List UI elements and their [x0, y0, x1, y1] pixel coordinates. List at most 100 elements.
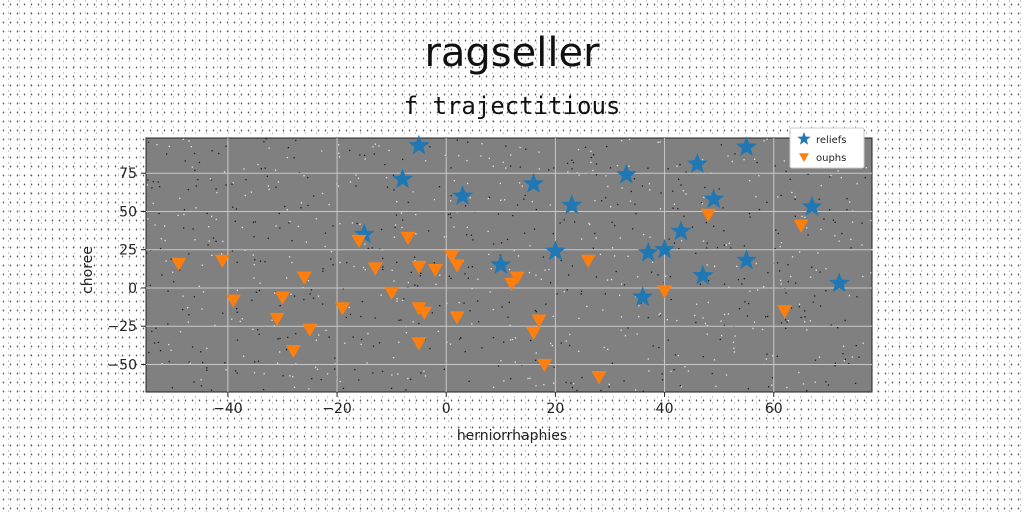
noise-speck [661, 379, 664, 381]
noise-speck [214, 324, 216, 326]
noise-speck [166, 153, 168, 155]
noise-speck [592, 247, 594, 249]
noise-speck [571, 159, 573, 161]
noise-speck [780, 322, 783, 324]
noise-speck [293, 157, 295, 159]
noise-speck [809, 320, 812, 322]
noise-speck [544, 269, 546, 271]
data-point-reliefs [615, 163, 637, 184]
noise-speck [590, 161, 592, 163]
noise-speck [775, 229, 777, 231]
noise-speck [158, 212, 160, 215]
noise-speck [830, 174, 832, 177]
noise-speck [407, 377, 409, 380]
noise-speck [503, 380, 505, 382]
noise-speck [628, 138, 631, 141]
noise-speck [519, 146, 521, 149]
noise-speck [849, 201, 851, 203]
noise-speck [500, 199, 502, 201]
noise-speck [702, 356, 704, 358]
noise-speck [834, 365, 836, 367]
noise-speck [312, 297, 315, 299]
noise-speck [318, 334, 320, 336]
noise-speck [320, 379, 322, 381]
noise-speck [492, 309, 494, 311]
noise-speck [741, 283, 743, 285]
noise-speck [732, 341, 735, 343]
noise-speck [245, 179, 247, 181]
noise-speck [286, 277, 288, 279]
noise-speck [278, 212, 280, 215]
noise-speck [538, 151, 540, 153]
noise-speck [251, 299, 253, 301]
noise-speck [718, 188, 720, 190]
noise-speck [814, 295, 816, 297]
noise-speck [779, 245, 781, 248]
noise-speck [780, 279, 782, 282]
noise-speck [553, 366, 555, 368]
noise-speck [610, 278, 613, 281]
noise-speck [586, 305, 588, 307]
noise-speck [661, 373, 663, 375]
noise-speck [198, 161, 201, 164]
noise-speck [211, 150, 213, 152]
noise-speck [806, 390, 808, 392]
noise-speck [415, 213, 417, 216]
noise-speck [818, 356, 821, 358]
noise-speck [763, 286, 765, 288]
noise-speck [402, 219, 404, 221]
noise-speck [755, 196, 757, 198]
noise-speck [768, 386, 770, 388]
noise-speck [838, 240, 840, 242]
noise-speck [443, 368, 445, 370]
noise-speck [208, 226, 210, 228]
noise-speck [464, 273, 466, 275]
noise-speck [571, 168, 573, 170]
noise-speck [727, 313, 730, 315]
noise-speck [371, 247, 373, 249]
noise-speck [783, 160, 785, 162]
noise-speck [358, 379, 360, 381]
noise-speck [573, 383, 575, 385]
noise-speck [211, 254, 213, 256]
noise-speck [236, 289, 238, 291]
y-axis-label: choree [80, 246, 96, 294]
noise-speck [156, 143, 158, 146]
noise-speck [560, 342, 562, 344]
noise-speck [231, 183, 233, 185]
noise-speck [382, 266, 384, 268]
noise-speck [535, 274, 537, 276]
noise-speck [497, 365, 500, 367]
data-point-ouphs [536, 358, 552, 372]
noise-speck [303, 299, 305, 301]
noise-speck [161, 274, 163, 276]
noise-speck [761, 328, 764, 331]
noise-speck [503, 341, 505, 343]
noise-speck [819, 271, 821, 273]
noise-speck [616, 164, 619, 167]
noise-speck [578, 317, 580, 320]
noise-speck [647, 317, 649, 319]
noise-speck [292, 376, 294, 378]
noise-speck [187, 189, 189, 191]
noise-speck [707, 279, 710, 282]
noise-speck [510, 154, 512, 156]
noise-speck [527, 377, 529, 380]
noise-speck [670, 370, 672, 372]
noise-speck [871, 248, 873, 251]
noise-speck [785, 327, 787, 329]
noise-speck [225, 145, 227, 147]
noise-speck [843, 360, 845, 362]
data-point-ouphs [367, 262, 383, 276]
noise-speck [275, 169, 277, 171]
noise-speck [195, 185, 197, 187]
noise-speck [580, 293, 582, 295]
noise-speck [393, 280, 395, 282]
noise-speck [550, 282, 552, 284]
noise-speck [837, 170, 839, 172]
noise-speck [288, 256, 291, 258]
noise-speck [791, 256, 794, 258]
noise-speck [182, 308, 184, 311]
noise-speck [289, 220, 291, 223]
noise-speck [177, 214, 179, 217]
